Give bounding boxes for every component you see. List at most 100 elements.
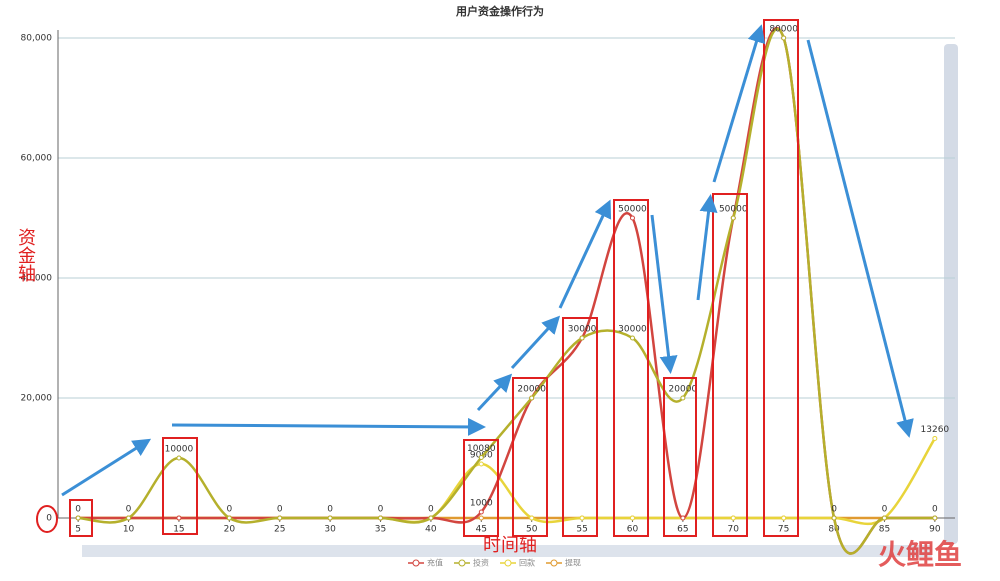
data-label: 0 (226, 505, 232, 515)
legend-label: 投资 (473, 558, 489, 568)
annotation-box (712, 193, 748, 537)
annotation-box (763, 19, 799, 537)
data-point (579, 515, 585, 521)
data-point (478, 461, 484, 467)
x-tick-label: 60 (627, 525, 639, 535)
legend-swatch (550, 559, 558, 567)
x-tick-label: 20 (224, 525, 236, 535)
data-point (478, 509, 484, 515)
data-point (629, 515, 635, 521)
series-line (78, 27, 935, 555)
zoom-slider[interactable] (82, 545, 932, 557)
data-point (277, 515, 283, 521)
data-point (579, 335, 585, 341)
data-label: 30000 (618, 325, 647, 335)
data-label: 13260 (921, 425, 950, 435)
arrow (510, 315, 561, 370)
data-point (781, 515, 787, 521)
annotation-box (613, 199, 649, 537)
x-tick-label: 15 (173, 525, 184, 535)
annotation-box (512, 377, 548, 537)
annotation-box (562, 317, 598, 537)
legend-swatch (458, 559, 466, 567)
arrow (476, 373, 513, 412)
series-line (78, 437, 936, 526)
data-point (226, 515, 232, 521)
data-point (327, 515, 333, 521)
watermark: 火鲤鱼 (878, 538, 962, 571)
x-tick-label: 35 (375, 525, 386, 535)
annotation-box (463, 439, 499, 537)
legend: 充值 投资 回款 提现 (408, 558, 581, 568)
data-point (478, 455, 484, 461)
data-label: 0 (126, 505, 132, 515)
x-tick-label: 10 (123, 525, 135, 535)
y-axis-note: 资金轴 (15, 228, 36, 282)
data-point (176, 455, 182, 461)
data-point (126, 515, 132, 521)
x-axis-note: 时间轴 (483, 535, 537, 556)
data-label: 1000 (470, 499, 493, 509)
data-point (478, 515, 484, 521)
x-tick-label: 40 (425, 525, 437, 535)
annotation-box (69, 499, 93, 537)
x-tick-label: 85 (879, 525, 890, 535)
data-label: 0 (327, 505, 333, 515)
data-label: 50000 (719, 205, 748, 215)
data-point (680, 395, 686, 401)
legend-label: 回款 (519, 558, 535, 568)
data-label: 0 (882, 505, 888, 515)
annotation-boxes (36, 19, 799, 537)
legend-swatch (412, 559, 420, 567)
x-tick-label: 30 (324, 525, 336, 535)
annotation-box (663, 377, 697, 537)
data-label: 20000 (517, 385, 546, 395)
data-point (629, 215, 635, 221)
data-point (680, 515, 686, 521)
data-point (629, 335, 635, 341)
chart-title: 用户资金操作行为 (456, 4, 544, 18)
data-label: 0 (932, 505, 938, 515)
x-tick-label: 5 (75, 525, 81, 535)
legend-swatch (504, 559, 512, 567)
legend-label: 充值 (427, 558, 443, 568)
data-label: 10000 (165, 445, 194, 455)
data-point (529, 515, 535, 521)
y-tick-label: 0 (46, 514, 52, 524)
data-label: 0 (75, 505, 81, 515)
data-point (730, 515, 736, 521)
annotation-arrows (61, 24, 914, 497)
arrow (171, 417, 486, 436)
arrow (650, 214, 678, 374)
data-point (378, 515, 384, 521)
data-label: 20000 (669, 385, 698, 395)
x-tick-label: 80 (828, 525, 840, 535)
x-tick-label: 55 (576, 525, 587, 535)
scrollbar[interactable] (944, 44, 958, 544)
x-tick-label: 90 (929, 525, 941, 535)
x-tick-label: 75 (778, 525, 789, 535)
x-tick-label: 25 (274, 525, 285, 535)
annotation-circle (36, 505, 58, 533)
data-point (932, 435, 938, 441)
arrow (712, 24, 766, 183)
data-label: 0 (831, 505, 837, 515)
data-label: 0 (277, 505, 283, 515)
data-point (529, 395, 535, 401)
y-tick-label: 40,000 (21, 274, 53, 284)
data-label: 50000 (618, 205, 647, 215)
legend-label: 提现 (565, 558, 581, 568)
data-label: 10080 (467, 444, 496, 454)
y-tick-label: 60,000 (21, 154, 53, 164)
data-label: 30000 (568, 325, 597, 335)
data-label: 0 (378, 505, 384, 515)
data-label: 0 (428, 505, 434, 515)
data-point (176, 515, 182, 521)
x-tick-label: 50 (526, 525, 538, 535)
x-tick-label: 65 (677, 525, 688, 535)
data-point (831, 515, 837, 521)
data-point (932, 515, 938, 521)
arrow (806, 39, 914, 438)
